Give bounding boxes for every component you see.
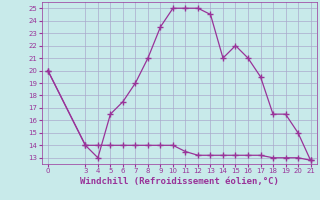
- X-axis label: Windchill (Refroidissement éolien,°C): Windchill (Refroidissement éolien,°C): [80, 177, 279, 186]
